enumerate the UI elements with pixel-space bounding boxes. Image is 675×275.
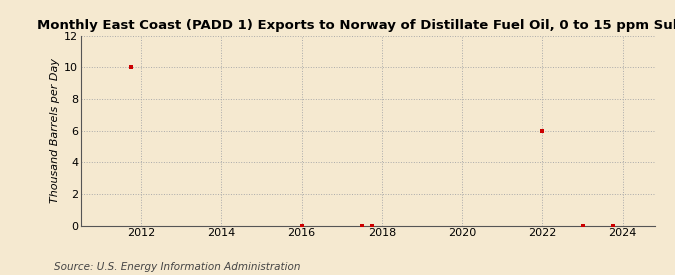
Point [577,223,588,228]
Point [126,65,136,70]
Text: Source: U.S. Energy Information Administration: Source: U.S. Energy Information Administ… [54,262,300,272]
Point [296,223,307,228]
Title: Monthly East Coast (PADD 1) Exports to Norway of Distillate Fuel Oil, 0 to 15 pp: Monthly East Coast (PADD 1) Exports to N… [36,19,675,32]
Point [367,223,377,228]
Y-axis label: Thousand Barrels per Day: Thousand Barrels per Day [50,58,60,203]
Point [608,223,618,228]
Point [537,128,548,133]
Point [356,223,367,228]
